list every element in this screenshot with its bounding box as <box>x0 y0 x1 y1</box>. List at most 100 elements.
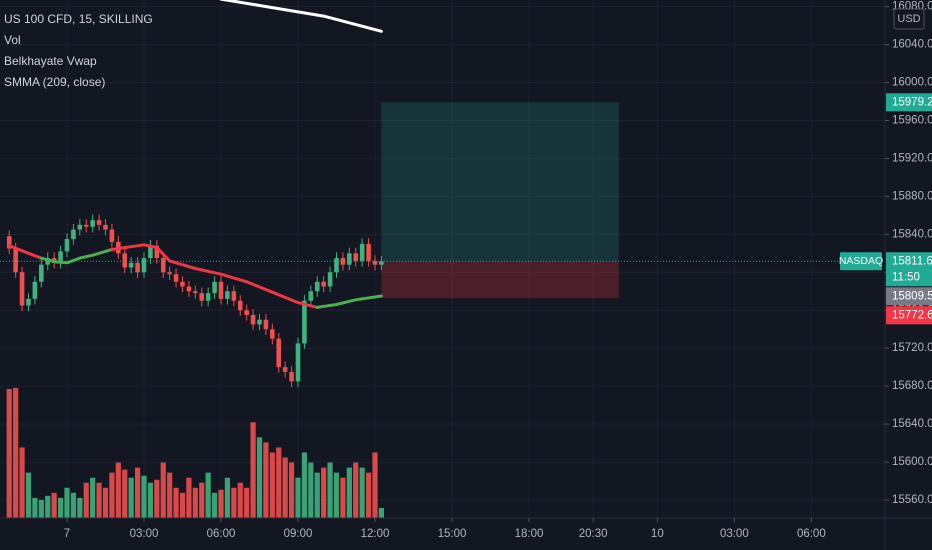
volume-bar <box>192 487 198 518</box>
candle-body <box>353 253 359 261</box>
symbol-title[interactable]: US 100 CFD, 15, SKILLING <box>4 12 153 26</box>
indicator-line <box>219 0 383 33</box>
volume-bar <box>378 507 385 518</box>
volume-bar <box>327 462 333 518</box>
price-label: 15772.6 <box>892 309 932 321</box>
candle-body <box>366 243 371 261</box>
loss-zone[interactable] <box>381 261 619 299</box>
y-tick-label: 15840.0 <box>892 228 932 240</box>
candle-body <box>83 224 89 227</box>
candle-body <box>237 300 243 311</box>
x-tick-label: 15:00 <box>438 528 467 540</box>
candle-body <box>289 371 294 382</box>
price-label: 15811.6 <box>892 255 932 267</box>
candle-body <box>135 262 140 273</box>
volume-bar <box>109 472 115 518</box>
volume-bar <box>224 477 231 518</box>
volume-bar <box>314 472 320 518</box>
y-tick-label: 15680.0 <box>892 380 932 392</box>
candle-body <box>276 338 282 368</box>
candle-body <box>58 251 63 263</box>
x-tick-label: 7 <box>64 528 70 540</box>
volume-bar <box>365 472 372 518</box>
volume-bar <box>321 467 327 518</box>
volume-bar <box>288 462 295 518</box>
candle-body <box>109 229 115 242</box>
volume-bar <box>186 477 192 518</box>
x-tick-label: 03:00 <box>720 528 749 540</box>
volume-bar <box>147 482 154 518</box>
volume-bar <box>19 447 25 518</box>
volume-bar <box>51 492 57 518</box>
indicator-name[interactable]: SMMA (209, close) <box>4 75 105 89</box>
x-tick-label: 10 <box>651 528 664 540</box>
indicator-name[interactable]: Belkhayate Vwap <box>4 54 97 68</box>
volume-bar <box>122 469 128 518</box>
candle-body <box>154 245 160 259</box>
candle-body <box>327 272 333 287</box>
y-tick-label: 15880.0 <box>892 190 932 202</box>
candle-body <box>282 367 288 372</box>
y-tick-label: 15640.0 <box>892 418 932 430</box>
candle-body <box>141 258 147 273</box>
grid <box>0 0 885 518</box>
position-tool[interactable] <box>381 102 619 299</box>
candle-body <box>148 245 153 259</box>
indicator-name[interactable]: Vol <box>4 33 21 47</box>
currency-box[interactable] <box>893 8 925 30</box>
volume-bar <box>244 487 250 518</box>
volume-bar <box>25 472 32 518</box>
indicator-line <box>110 243 319 309</box>
volume-bar <box>205 472 211 518</box>
volume-bar <box>96 482 102 518</box>
x-tick-label: 09:00 <box>284 528 313 540</box>
candle-body <box>225 291 230 299</box>
candle-body <box>379 261 384 265</box>
volume-bar <box>256 437 263 518</box>
price-labels: 15979.2 NASDAQ 15811.6 11:50 15809.5 15772.6 <box>839 93 932 325</box>
profit-zone[interactable] <box>381 102 619 262</box>
volume-bar <box>218 489 224 518</box>
volume-bar <box>250 422 256 518</box>
candle-body <box>302 300 307 344</box>
candle-body <box>39 264 44 282</box>
volume-bar <box>276 447 282 518</box>
price-label: 15809.5 <box>892 290 932 302</box>
countdown: 11:50 <box>892 271 920 283</box>
volume-bar <box>160 462 166 518</box>
price-label: 15979.2 <box>892 96 932 108</box>
candle-body <box>314 281 320 292</box>
volume-bar <box>90 477 96 518</box>
y-tick-label: 15920.0 <box>892 152 932 164</box>
x-tick-label: 18:00 <box>515 528 544 540</box>
price-label-box <box>886 287 932 306</box>
volume-bar <box>211 492 218 518</box>
candle-body <box>19 272 25 306</box>
candle-body <box>26 298 31 306</box>
exchange-tag: NASDAQ <box>839 255 883 267</box>
volume-bar <box>70 492 77 518</box>
x-tick-label: 12:00 <box>361 528 390 540</box>
volume-bar <box>308 462 314 518</box>
candle-body <box>359 243 365 261</box>
volume-bar <box>269 452 275 518</box>
currency[interactable]: USD <box>897 13 920 25</box>
candle-body <box>167 272 172 275</box>
x-tick-label: 06:00 <box>207 528 236 540</box>
volume-bar <box>128 477 134 518</box>
candle-body <box>71 229 76 240</box>
candle-body <box>218 281 224 299</box>
indicator-line <box>39 248 114 265</box>
candle-body <box>263 319 269 330</box>
y-tick-label: 16000.0 <box>892 77 932 89</box>
candle-body <box>13 248 18 273</box>
volume-bar <box>179 492 186 518</box>
y-tick-label: 15960.0 <box>892 115 932 127</box>
volume-bar <box>45 495 51 518</box>
volume-bar <box>231 487 237 518</box>
volume-bar <box>102 487 109 518</box>
volume-bar <box>333 472 340 518</box>
volume-bar <box>237 482 243 518</box>
volume-bar <box>6 389 12 518</box>
